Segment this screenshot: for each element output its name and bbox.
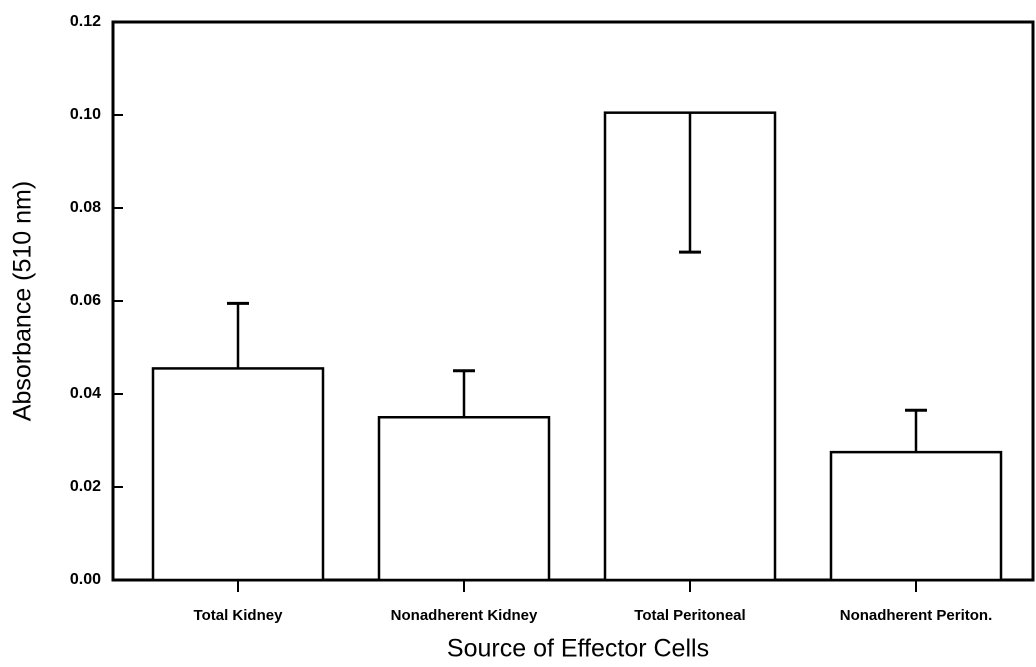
y-tick-label: 0.00 — [70, 571, 101, 588]
y-tick-label: 0.02 — [70, 478, 101, 495]
y-tick-label: 0.08 — [70, 199, 101, 216]
x-tick-label: Total Peritoneal — [634, 607, 745, 624]
y-tick-label: 0.12 — [70, 13, 101, 30]
bar — [151, 367, 325, 582]
bar — [377, 416, 551, 582]
y-axis-label: Absorbance (510 nm) — [9, 181, 37, 421]
y-tick-label: 0.10 — [70, 106, 101, 123]
x-tick-label: Nonadherent Periton. — [840, 607, 993, 624]
y-tick-label: 0.04 — [70, 385, 101, 402]
x-tick-label: Total Kidney — [194, 607, 284, 624]
x-axis-label: Source of Effector Cells — [447, 635, 709, 663]
bar — [829, 450, 1003, 582]
y-tick-label: 0.06 — [70, 292, 101, 309]
x-tick-label: Nonadherent Kidney — [391, 607, 538, 624]
